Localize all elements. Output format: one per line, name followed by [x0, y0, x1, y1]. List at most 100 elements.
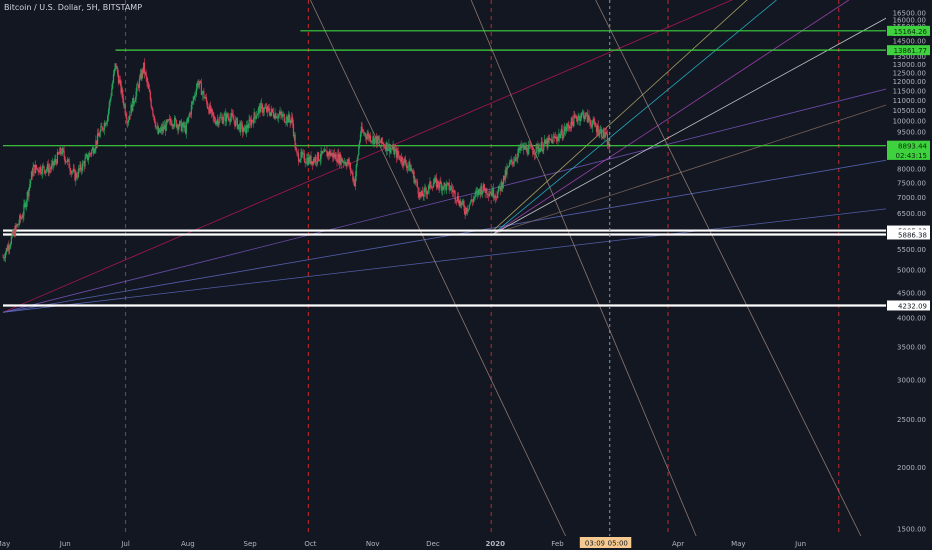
candle-body	[421, 191, 423, 197]
price-level-badge-text: 15164.26	[894, 28, 928, 36]
candle-body	[605, 131, 607, 136]
trend-line[interactable]	[493, 0, 920, 235]
candle-body	[226, 113, 228, 118]
candle-body	[362, 131, 364, 132]
candle-body	[344, 161, 346, 165]
candle-body	[271, 108, 274, 112]
candle-body	[22, 215, 24, 218]
candle-body	[112, 74, 115, 83]
price-tick-label: 3000.00	[897, 377, 926, 385]
candle-body	[40, 167, 42, 173]
candle-body	[479, 190, 481, 195]
candle-body	[383, 143, 385, 147]
candle-body	[156, 126, 158, 128]
candle-body	[272, 111, 274, 117]
candle-body	[102, 129, 105, 131]
candle-body	[91, 147, 94, 150]
trend-line[interactable]	[492, 0, 777, 235]
candle-body	[59, 147, 61, 155]
candle-body	[409, 161, 411, 172]
candle-body	[278, 114, 280, 115]
candle-body	[295, 147, 297, 150]
candle-body	[193, 96, 195, 101]
candle-body	[369, 135, 372, 142]
candle-body	[85, 156, 87, 159]
trend-line[interactable]	[470, 0, 697, 537]
candle-body	[66, 161, 68, 163]
price-axis-panel[interactable]	[886, 0, 932, 550]
candle-body	[194, 94, 197, 97]
candle-body	[401, 157, 403, 164]
candle-body	[534, 153, 537, 155]
candle-body	[308, 157, 310, 163]
trend-line[interactable]	[492, 0, 850, 235]
candle-body	[33, 164, 35, 167]
candle-body	[434, 178, 436, 183]
candle-body	[415, 180, 417, 182]
candle-body	[50, 164, 53, 170]
candle-body	[340, 157, 342, 165]
trend-line[interactable]	[2, 143, 932, 313]
candle-body	[125, 113, 127, 118]
candle-body	[243, 127, 245, 132]
candle-body	[279, 112, 281, 115]
candle-body	[553, 136, 555, 138]
candle-body	[296, 149, 298, 153]
trend-line[interactable]	[492, 0, 766, 231]
candle-body	[29, 183, 31, 188]
candle-body	[269, 112, 271, 116]
candle-body	[381, 137, 383, 144]
candle-body	[307, 157, 310, 165]
trend-line[interactable]	[595, 0, 862, 537]
candle-body	[237, 124, 239, 129]
candle-body	[455, 199, 457, 201]
candle-body	[14, 225, 17, 237]
price-tick-label: 5000.00	[897, 267, 926, 275]
trend-line[interactable]	[310, 0, 566, 537]
time-axis-panel[interactable]	[0, 536, 886, 550]
candle-body	[389, 148, 392, 153]
candle-body	[149, 91, 151, 100]
candle-body	[364, 133, 367, 137]
candle-body	[210, 109, 213, 113]
candle-body	[436, 180, 439, 188]
candle-body	[200, 82, 202, 96]
candle-body	[556, 139, 558, 141]
candle-body	[465, 207, 467, 215]
time-axis[interactable]: May Jun Jul Aug Sep Oct Nov Dec 2020 Feb Apr May Jun	[0, 540, 806, 548]
candle-body	[219, 117, 221, 122]
trend-line[interactable]	[2, 0, 932, 313]
candle-body	[50, 168, 52, 170]
candle-body	[212, 111, 214, 117]
candle-body	[132, 97, 134, 112]
candle-body	[488, 193, 490, 196]
trend-line[interactable]	[2, 197, 932, 313]
candle-body	[349, 162, 352, 171]
candle-body	[202, 91, 204, 93]
candle-body	[264, 108, 266, 109]
candle-body	[339, 153, 341, 165]
candle-body	[12, 231, 14, 235]
candle-body	[112, 82, 114, 89]
candle-body	[375, 136, 377, 145]
candle-body	[123, 104, 125, 106]
candle-body	[205, 97, 208, 102]
candle-body	[579, 115, 581, 122]
candle-body	[46, 164, 48, 170]
trend-line[interactable]	[2, 64, 932, 313]
price-tick-label: 8000.00	[897, 165, 926, 173]
candle-body	[416, 181, 418, 188]
candle-body	[328, 151, 331, 156]
candle-body	[93, 151, 95, 154]
candle-body	[215, 121, 217, 125]
candle-body	[51, 161, 53, 165]
candle-body	[545, 140, 547, 144]
candle-body	[126, 117, 128, 123]
candle-body	[82, 162, 84, 164]
candle-body	[592, 119, 594, 124]
candle-body	[57, 152, 59, 154]
candle-body	[387, 149, 389, 151]
